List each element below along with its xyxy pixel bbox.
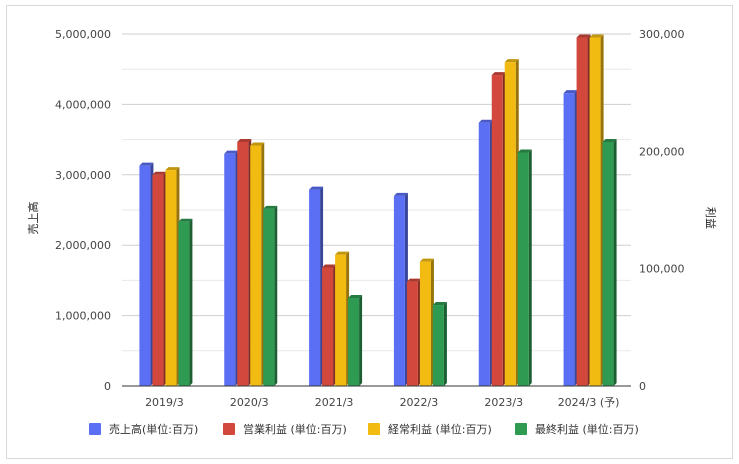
bar-top [589,34,604,38]
bar-top [406,278,421,282]
legend-label: 最終利益 (単位:百万) [535,422,639,436]
legend-swatch [223,423,235,435]
bar [263,208,275,386]
bar-top [517,149,532,153]
bar [576,37,588,387]
bar [393,195,405,386]
bar [517,152,529,386]
bar-top [322,264,337,268]
bar [563,93,575,387]
bar-side [189,218,193,386]
bar [322,267,334,386]
category-label: 2020/3 [230,396,269,409]
legend-swatch [368,423,380,435]
bar [335,254,347,386]
bar-top [563,90,578,94]
bar-top [335,251,350,255]
chart-svg: 0 1,000,000 2,000,000 3,000,000 4,000,000 5,0… [26,28,718,436]
bar-top [224,150,239,154]
bar [224,153,236,386]
bar-top [393,192,408,196]
category-labels: 2019/3 2020/3 2021/3 2022/3 2023/3 2024/3 (予) [145,396,619,409]
bar [237,141,249,386]
bar [152,174,164,386]
bar [589,37,601,387]
left-tick-label: 1,000,000 [55,310,111,323]
left-tick-label: 4,000,000 [55,98,111,111]
bar-side [274,205,278,386]
bar [165,170,177,386]
left-axis-ticks: 0 1,000,000 2,000,000 3,000,000 4,000,000 5,0… [55,28,111,393]
legend-swatch [515,423,527,435]
bar-top [348,295,363,298]
category-label: 2022/3 [400,396,439,409]
chart-frame: 0 1,000,000 2,000,000 3,000,000 4,000,000 5,0… [6,5,733,459]
grid-lines [122,33,631,352]
right-tick-label: 300,000 [639,28,685,41]
bar-side [443,302,447,386]
legend-swatch [89,423,101,435]
left-tick-label: 2,000,000 [55,239,111,252]
category-label: 2023/3 [484,396,523,409]
right-tick-label: 0 [639,380,646,393]
bar-side [613,138,617,386]
bar-side [528,149,532,386]
category-label: 2021/3 [315,396,354,409]
legend-label: 経常利益 (単位:百万) [388,422,492,436]
left-tick-label: 0 [104,380,111,393]
bar-top [178,218,193,222]
bar-side [359,295,363,386]
left-axis-title: 売上高 [26,202,40,235]
bar-top [602,138,617,142]
right-tick-label: 100,000 [639,263,685,276]
right-tick-label: 200,000 [639,145,685,158]
bar-top [263,205,278,209]
category-label: 2024/3 (予) [558,396,620,409]
bar [432,305,444,386]
bar [491,75,503,387]
bar [478,122,490,386]
bar-top [419,258,434,262]
bar [406,281,418,386]
bar-top [504,59,519,63]
bar [309,189,321,386]
left-tick-label: 3,000,000 [55,169,111,182]
legend: 売上高(単位:百万) 営業利益 (単位:百万) 経常利益 (単位:百万) 最終利益 (… [89,422,639,436]
bar-top [576,34,591,38]
bar-top [478,119,493,123]
bar-marks [139,34,617,387]
legend-label: 売上高(単位:百万) [109,422,198,436]
right-axis-title: 利益 [704,207,718,229]
bar-top [237,138,252,142]
legend-label: 営業利益 (単位:百万) [243,422,347,436]
bar [348,298,360,386]
bar-top [139,162,154,166]
bar-top [165,167,180,171]
category-label: 2019/3 [145,396,184,409]
bar-top [432,302,447,306]
bar [250,145,262,386]
right-axis-ticks: 0 100,000 200,000 300,000 [639,28,685,393]
bar [504,62,516,386]
bar-top [250,142,265,146]
bar-top [309,186,324,190]
bar-top [152,171,167,175]
bar [419,261,431,386]
left-tick-label: 5,000,000 [55,28,111,41]
bar-top [491,72,506,76]
bar [139,165,151,386]
bar [178,221,190,386]
bar [602,141,614,386]
